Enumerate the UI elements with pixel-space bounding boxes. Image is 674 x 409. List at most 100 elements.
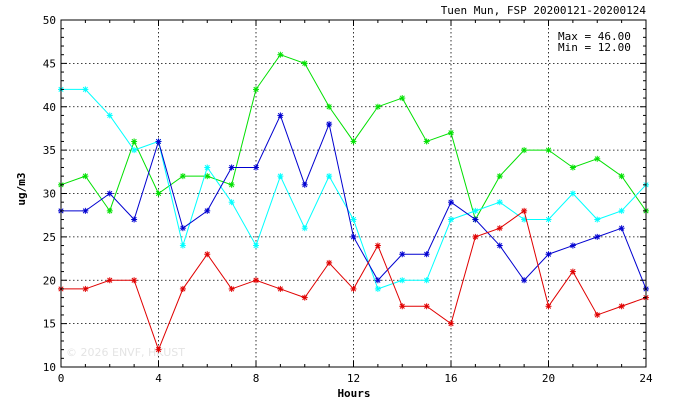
grid [61, 20, 646, 367]
y-tick-label: 25 [43, 231, 56, 244]
marker-stroke [375, 286, 381, 292]
marker-stroke [302, 182, 308, 188]
data-point [472, 207, 479, 214]
marker-stroke [326, 104, 332, 110]
marker-stroke [326, 173, 332, 179]
marker-stroke [180, 225, 186, 231]
watermark: © 2026 ENVF, HKUST [66, 346, 185, 359]
marker-stroke [545, 216, 552, 223]
marker-stroke [277, 286, 283, 292]
data-point [301, 294, 308, 301]
marker-stroke [399, 303, 405, 309]
marker-stroke [155, 190, 162, 197]
marker-stroke [424, 138, 430, 145]
data-point [399, 251, 406, 258]
data-point [106, 190, 113, 197]
y-tick-label: 20 [43, 274, 56, 287]
data-point [326, 121, 333, 128]
series-2 [58, 86, 649, 292]
marker-stroke [326, 260, 332, 266]
marker-stroke [350, 138, 357, 145]
data-point [301, 225, 308, 232]
data-point [131, 277, 138, 284]
data-point [301, 60, 308, 67]
data-point [82, 207, 89, 214]
data-point [326, 259, 333, 266]
marker-stroke [131, 216, 137, 223]
marker-stroke [302, 294, 308, 301]
data-point [179, 173, 186, 180]
data-point [326, 173, 333, 180]
data-point [618, 225, 625, 232]
data-point [618, 207, 625, 214]
data-point [594, 216, 601, 223]
data-point [82, 86, 89, 93]
data-point [204, 207, 211, 214]
data-point [277, 51, 284, 58]
data-point [277, 285, 284, 292]
data-point [179, 242, 186, 249]
marker-stroke [204, 173, 210, 179]
data-point [131, 147, 138, 154]
data-point [326, 103, 333, 110]
marker-stroke [375, 277, 381, 283]
data-point [106, 112, 113, 119]
marker-stroke [424, 303, 430, 309]
marker-stroke [521, 147, 527, 153]
data-point [472, 233, 479, 240]
data-point [423, 251, 430, 258]
marker-stroke [521, 208, 527, 214]
marker-stroke [82, 86, 88, 93]
marker-stroke [131, 277, 137, 283]
data-point [253, 242, 259, 249]
marker-stroke [497, 199, 503, 205]
data-point [496, 225, 503, 232]
x-tick-label: 20 [542, 372, 555, 385]
data-point [399, 277, 406, 284]
data-point [350, 233, 357, 240]
y-tick-label: 40 [43, 101, 56, 114]
data-point [545, 251, 552, 258]
data-point [228, 181, 235, 188]
data-point [228, 285, 235, 292]
data-point [496, 242, 503, 249]
data-point [277, 173, 284, 180]
marker-stroke [424, 277, 430, 283]
marker-stroke [204, 251, 210, 257]
data-point [448, 199, 454, 206]
ticks: 0 4 8 12 16 20 24 10 15 20 25 30 35 40 45 50 [43, 14, 653, 385]
data-point [228, 164, 235, 171]
y-tick-label: 50 [43, 14, 56, 27]
marker-stroke [570, 164, 576, 171]
data-point [496, 173, 503, 180]
x-tick-label: 16 [444, 372, 457, 385]
data-point [618, 303, 625, 310]
marker-stroke [545, 251, 552, 257]
data-point [350, 138, 357, 145]
data-point [106, 277, 113, 284]
data-point [423, 303, 430, 310]
data-point [350, 216, 357, 223]
chart-title: Tuen Mun, FSP 20200121-20200124 [441, 4, 647, 17]
marker-stroke [375, 242, 381, 249]
x-tick-label: 8 [253, 372, 260, 385]
data-point [423, 138, 430, 145]
marker-stroke [131, 147, 137, 153]
marker-stroke [155, 138, 162, 145]
data-point [594, 155, 601, 162]
marker-stroke [277, 112, 283, 119]
marker-stroke [253, 277, 259, 283]
data-point [472, 216, 479, 223]
marker-stroke [82, 286, 88, 292]
data-point [179, 285, 186, 292]
y-tick-label: 30 [43, 188, 56, 201]
marker-stroke [82, 173, 88, 179]
marker-stroke [204, 208, 210, 214]
marker-stroke [570, 242, 576, 249]
marker-stroke [570, 190, 576, 197]
data-point [423, 277, 430, 284]
marker-stroke [619, 208, 625, 214]
data-point [204, 251, 211, 258]
data-point [131, 216, 138, 223]
marker-stroke [326, 121, 332, 127]
